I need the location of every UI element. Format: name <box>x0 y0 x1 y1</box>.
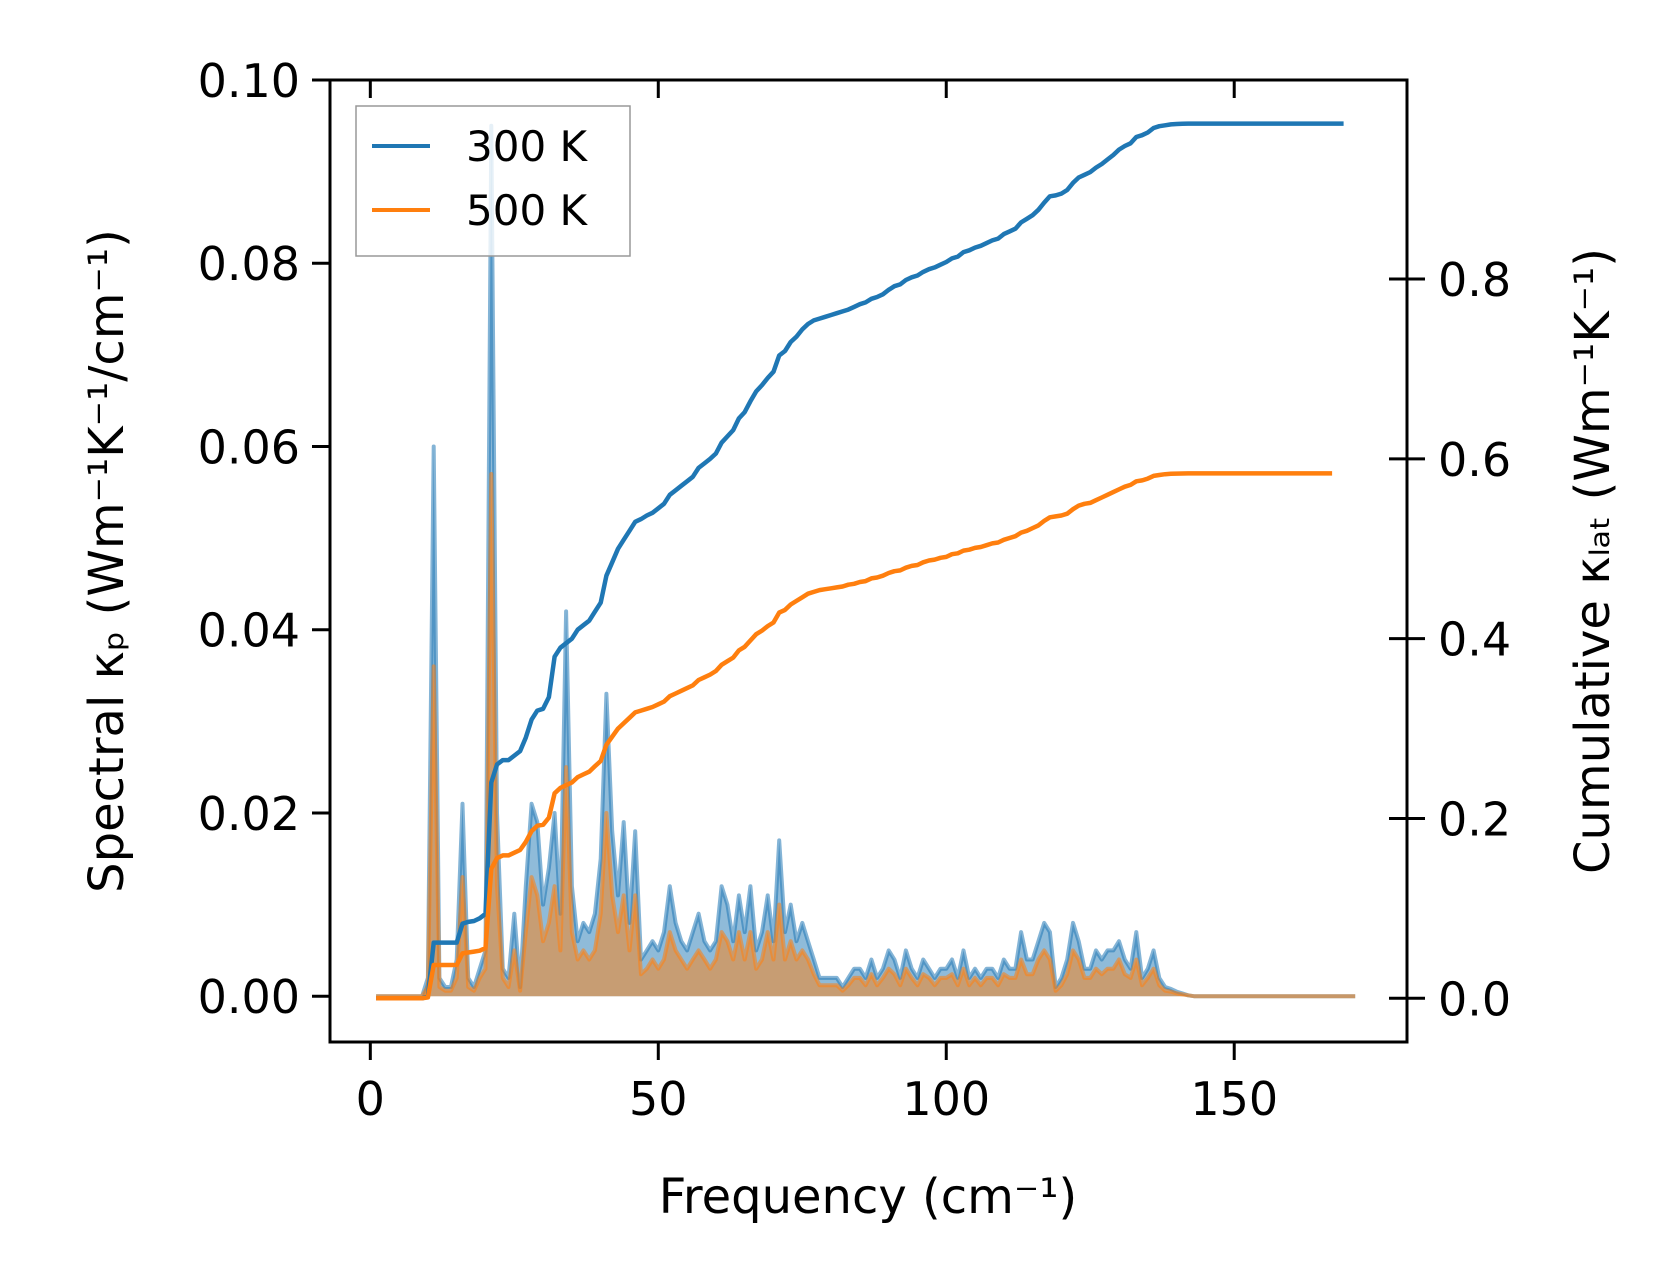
legend-box <box>355 105 631 257</box>
cumulative-line-300k <box>376 121 1344 1001</box>
y-right-tick-label: 0.6 <box>1438 433 1511 487</box>
data-lines <box>376 121 1344 1001</box>
legend-label-500k: 500 K <box>466 186 589 235</box>
x-tick-label: 150 <box>1190 1072 1278 1126</box>
y-right-tick-label: 0.2 <box>1438 792 1511 846</box>
y-right-tick-label: 0.8 <box>1438 253 1511 307</box>
y-left-tick-label: 0.10 <box>198 54 300 108</box>
cumulative-line-500k <box>376 471 1333 1001</box>
y-axis-right-title: Cumulative κₗₐₜ (Wm⁻¹K⁻¹) <box>1565 248 1621 874</box>
y-left-tick-label: 0.04 <box>198 604 300 658</box>
y-right-tick-label: 0.4 <box>1438 613 1511 667</box>
axis-ticks <box>312 78 1425 1060</box>
x-tick-label: 0 <box>356 1072 385 1126</box>
y-left-tick-label: 0.00 <box>198 970 300 1024</box>
x-tick-label: 50 <box>629 1072 688 1126</box>
tick-labels: 0 50 100 150 0.00 0.02 0.04 0.06 0.08 0.10 0.0 0.2 0… <box>198 54 1512 1126</box>
spectral-line-500k <box>376 472 1356 999</box>
legend: 300 K 500 K <box>355 105 631 257</box>
plot-frame <box>328 78 1409 1044</box>
y-left-tick-label: 0.08 <box>198 237 300 291</box>
y-axis-left-title: Spectral κₚ (Wm⁻¹K⁻¹/cm⁻¹) <box>79 229 135 893</box>
y-left-tick-label: 0.06 <box>198 420 300 474</box>
x-tick-label: 100 <box>902 1072 990 1126</box>
spectral-fills <box>376 123 1356 999</box>
legend-label-300k: 300 K <box>466 122 589 171</box>
y-left-tick-label: 0.02 <box>198 787 300 841</box>
x-axis-title: Frequency (cm⁻¹) <box>659 1169 1077 1225</box>
y-right-tick-label: 0.0 <box>1438 972 1511 1026</box>
